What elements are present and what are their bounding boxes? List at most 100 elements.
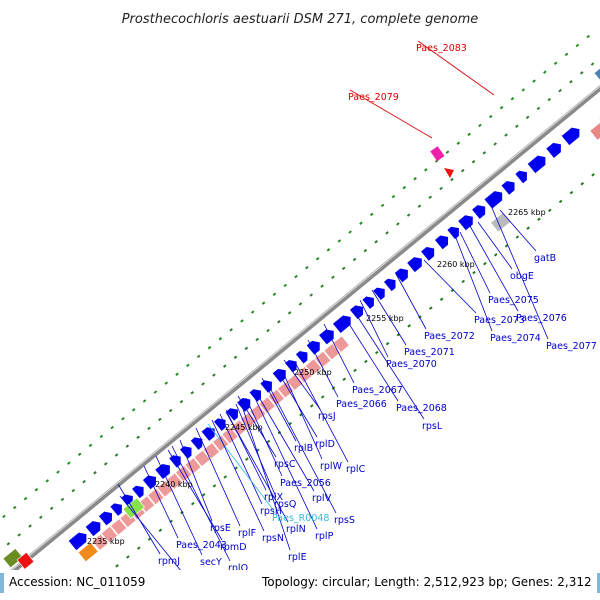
gc-dot [331, 275, 335, 279]
gc-dot [39, 515, 43, 519]
leader-line [211, 419, 265, 532]
leader-line [219, 413, 263, 505]
gc-dot [250, 310, 255, 314]
gc-dot [580, 182, 585, 186]
gc-dot [575, 43, 580, 48]
gene-label[interactable]: Paes_2068 [396, 403, 447, 414]
gene-label[interactable]: rplC [346, 464, 366, 475]
gene-label[interactable]: rpsQ [274, 499, 296, 510]
gene-label[interactable]: rplO [228, 563, 248, 574]
gc-dot [207, 345, 212, 350]
gene-label[interactable]: rpsC [274, 459, 296, 470]
gc-dot [255, 337, 260, 342]
gc-dot [287, 311, 292, 315]
gc-dot [471, 160, 476, 164]
gc-dot [472, 270, 476, 275]
gc-dot [385, 341, 390, 346]
gene-label[interactable]: rpsL [422, 421, 443, 432]
gc-dot [320, 284, 324, 288]
gene-label[interactable]: Paes_R0048 [272, 513, 329, 524]
gc-dot [342, 377, 347, 381]
gc-dot [341, 266, 346, 271]
leader-line [323, 323, 355, 384]
gene-label[interactable]: rplD [315, 439, 335, 450]
gene-label[interactable]: rpsN [262, 533, 284, 544]
gene-label[interactable]: rpsJ [318, 411, 336, 422]
gene-label[interactable]: Paes_2079 [348, 92, 399, 103]
gc-dot [590, 62, 595, 66]
steelblue-feature [593, 61, 600, 83]
gc-dot [493, 142, 498, 146]
gene-label[interactable]: obgE [510, 271, 534, 282]
gc-dot [553, 61, 558, 65]
olive-feature [2, 547, 24, 569]
gc-dot [142, 399, 147, 403]
leader-line [395, 273, 427, 330]
gene-label[interactable]: rpmJ [158, 556, 180, 567]
cds-arrow [373, 287, 385, 301]
gc-dot [234, 466, 238, 470]
gene-label[interactable]: rplN [286, 524, 306, 535]
gc-dot [380, 203, 385, 208]
gc-dot [114, 453, 119, 457]
gene-label[interactable]: Paes_2070 [386, 359, 437, 370]
leader-line [359, 299, 389, 358]
gene-label[interactable]: Paes_2077 [546, 341, 597, 352]
leader-line [295, 363, 349, 463]
gene-label[interactable]: Paes_2073 [474, 315, 525, 326]
gene-label[interactable]: rplW [320, 461, 343, 472]
gene-label[interactable]: Paes_2043 [176, 540, 227, 551]
leader-line [455, 237, 493, 332]
gc-dot [67, 461, 71, 465]
gc-dot [136, 546, 141, 550]
gene-label[interactable]: Paes_2056 [280, 478, 331, 489]
scale-label-2250: 2250 kbp [294, 368, 332, 377]
gene-label[interactable]: Paes_2072 [424, 331, 475, 342]
gc-dot [223, 475, 228, 479]
gene-label[interactable]: rplV [312, 493, 332, 504]
gene-label[interactable]: secY [200, 557, 222, 568]
cds-arrow [332, 315, 351, 334]
rrna-block [165, 472, 183, 490]
gc-dot [374, 350, 379, 355]
gene-label[interactable]: Paes_2075 [488, 295, 539, 306]
cds-arrow [407, 257, 422, 273]
gene-label[interactable]: rplP [315, 531, 334, 542]
gene-label[interactable]: Paes_2074 [490, 333, 541, 344]
gene-label[interactable]: gatB [534, 253, 556, 264]
gc-dot [229, 328, 233, 332]
gene-label[interactable]: rplB [294, 443, 313, 454]
gc-dot [537, 217, 541, 221]
gene-label[interactable]: Paes_2071 [404, 347, 455, 358]
feature-track [2, 61, 600, 600]
cds-arrow [295, 351, 308, 364]
gene-label[interactable]: rplE [288, 552, 307, 563]
gc-dot [439, 186, 443, 191]
gc-dot [526, 226, 530, 230]
gene-label[interactable]: Paes_2083 [416, 43, 467, 54]
gene-label[interactable]: rplF [238, 528, 256, 539]
gene-label[interactable]: rpsE [210, 523, 231, 534]
gc-dot [49, 506, 54, 511]
rrna-block [202, 442, 220, 460]
gc-dot [190, 501, 195, 506]
gene-label[interactable]: Paes_2067 [352, 385, 403, 396]
gc-dot [12, 505, 17, 510]
leader-line [469, 225, 519, 312]
gene-label[interactable]: rpsH [260, 506, 282, 517]
gene-label[interactable]: rpsS [334, 515, 355, 526]
gc-dot [103, 462, 108, 466]
gc-dot [591, 173, 595, 177]
gc-dot [218, 337, 223, 341]
gc-dot [153, 390, 158, 394]
gene-label[interactable]: Paes_2066 [336, 399, 387, 410]
gc-dot [467, 132, 471, 137]
gene-label[interactable]: rpmD [220, 542, 247, 553]
gc-dot [353, 368, 357, 373]
gc-dot [34, 488, 39, 492]
gc-dot [298, 302, 303, 306]
gene-label[interactable]: rplX [264, 492, 284, 503]
leader-line [261, 377, 297, 442]
gene-label[interactable]: Paes_2076 [516, 313, 567, 324]
gc-dot [23, 496, 28, 501]
